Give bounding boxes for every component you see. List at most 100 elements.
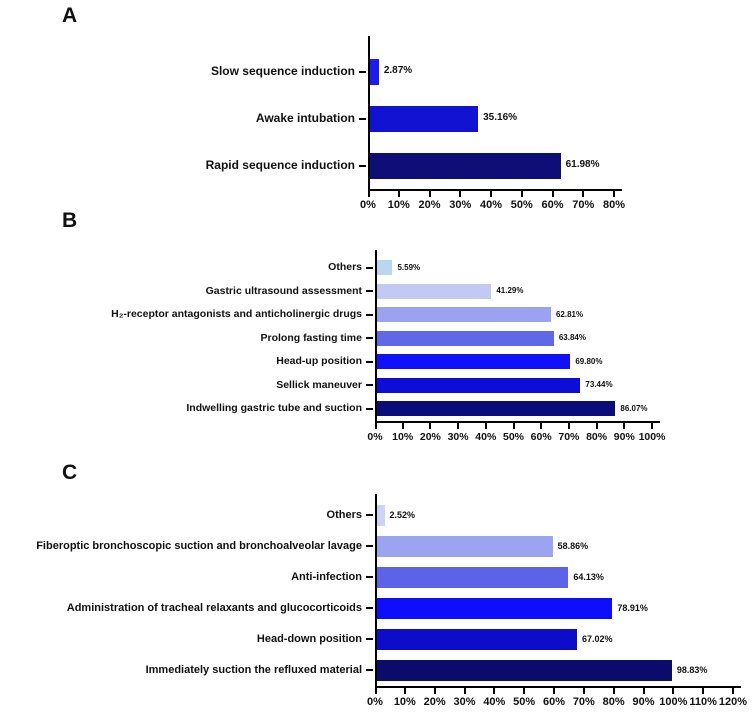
x-axis-tick — [512, 422, 515, 429]
plot-area: 67.02% — [375, 624, 735, 655]
y-axis-cap — [0, 494, 741, 500]
category-label: Head-down position — [0, 632, 375, 646]
plot-area: 5.59% — [375, 256, 654, 280]
bar — [370, 58, 379, 85]
panel-c-letter: C — [62, 461, 78, 484]
category-label: Administration of tracheal relaxants and… — [0, 602, 375, 615]
category-label-text: Awake intubation — [255, 111, 355, 126]
bar — [377, 660, 672, 681]
plot-area: 2.52% — [375, 500, 735, 531]
value-label: 78.91% — [617, 602, 648, 613]
x-tick-label: 110% — [689, 696, 717, 708]
category-label: Others — [0, 262, 375, 273]
bar-row: Immediately suction the refluxed materia… — [0, 655, 741, 686]
category-tick — [359, 117, 366, 120]
category-label: Head-up position — [0, 356, 375, 367]
x-tick-label: 40% — [483, 696, 506, 708]
category-label: H₂-receptor antagonists and anticholiner… — [0, 309, 375, 320]
value-label: 35.16% — [483, 112, 518, 124]
bar-row: Prolong fasting time 63.84% — [0, 326, 660, 350]
panel-a-chart: Slow sequence induction 2.87% Awake intuba… — [0, 36, 626, 216]
category-tick — [366, 337, 373, 340]
plot-area: 86.07% — [375, 397, 654, 421]
x-axis-tick — [582, 191, 585, 197]
value-label: 41.29% — [496, 286, 524, 296]
category-tick — [366, 576, 373, 579]
bar-row: Head-down position 67.02% — [0, 624, 741, 655]
x-tick-label: 30% — [453, 696, 476, 708]
x-axis-tick — [520, 191, 523, 197]
category-label-text: Head-down position — [256, 632, 362, 645]
x-tick-label: 0% — [367, 430, 383, 443]
plot-area: 73.44% — [375, 373, 654, 397]
category-label-text: Head-up position — [276, 355, 362, 368]
x-tick-label: 0% — [367, 696, 383, 708]
x-axis-tick — [375, 422, 377, 429]
category-label: Awake intubation — [0, 112, 368, 125]
x-tick-label: 30% — [449, 199, 472, 211]
value-label: 67.02% — [581, 633, 613, 644]
category-label-text: Slow sequence induction — [210, 64, 355, 79]
category-label: Others — [0, 508, 375, 522]
plot-area: 62.81% — [375, 303, 654, 327]
plot-area: 2.87% — [368, 48, 616, 95]
x-axis-tick — [490, 191, 492, 197]
category-label-text: H₂-receptor antagonists and anticholiner… — [111, 308, 362, 321]
y-axis — [368, 36, 616, 48]
value-label: 2.87% — [383, 65, 413, 77]
x-axis-tick — [375, 688, 377, 694]
x-axis-tick — [732, 688, 734, 694]
bar-row: Indwelling gastric tube and suction 86.07… — [0, 397, 660, 421]
panel-c-chart: Others 2.52% Fiberoptic bronchoscopic suct… — [0, 494, 747, 713]
x-tick-label: 10% — [387, 199, 410, 211]
x-tick-label: 90% — [632, 696, 655, 708]
bar — [377, 307, 551, 323]
category-tick — [366, 290, 373, 293]
x-axis-tick — [457, 422, 460, 429]
bar — [377, 401, 616, 417]
bar — [377, 567, 569, 588]
category-tick — [359, 164, 366, 167]
x-axis-tick — [429, 422, 432, 429]
bar-row: Sellick maneuver 73.44% — [0, 373, 660, 397]
bar — [377, 330, 554, 346]
x-tick-label: 20% — [419, 430, 441, 443]
x-tick-label: 120% — [718, 696, 748, 708]
category-label-text: Sellick maneuver — [276, 378, 362, 391]
category-label-text: Prolong fasting time — [260, 331, 362, 344]
value-label: 61.98% — [565, 159, 600, 171]
x-tick-label: 80% — [602, 199, 626, 211]
x-tick-label: 60% — [541, 199, 564, 211]
category-tick — [366, 266, 373, 269]
x-tick-label: 80% — [586, 430, 608, 443]
value-label: 5.59% — [397, 262, 421, 272]
plot-area: 64.13% — [375, 562, 735, 593]
x-tick-label: 80% — [602, 696, 625, 708]
x-axis-tick — [493, 688, 496, 694]
x-axis-tick — [612, 688, 615, 694]
value-label: 2.52% — [389, 509, 416, 520]
value-label: 86.07% — [620, 403, 648, 413]
x-axis-tick — [672, 688, 675, 694]
x-tick-label: 70% — [572, 199, 595, 211]
value-label: 69.80% — [575, 356, 603, 366]
category-tick — [366, 313, 373, 316]
x-tick-label: 10% — [392, 430, 414, 443]
x-axis-tick — [623, 422, 626, 429]
x-tick-label: 40% — [479, 199, 503, 211]
x-tick-label: 60% — [542, 696, 566, 708]
x-tick-label: 20% — [423, 696, 446, 708]
x-tick-label: 10% — [393, 696, 416, 708]
plot-area: 78.91% — [375, 593, 735, 624]
x-tick-label: 90% — [613, 430, 635, 443]
bar — [377, 629, 577, 650]
category-label: Indwelling gastric tube and suction — [0, 403, 375, 414]
x-axis-tick — [459, 191, 462, 197]
bar — [370, 152, 561, 179]
x-tick-label: 100% — [659, 696, 688, 708]
y-axis-cap — [0, 250, 660, 256]
bar-row: Gastric ultrasound assessment 41.29% — [0, 279, 660, 303]
x-tick-label: 20% — [418, 199, 441, 211]
category-label-text: Others — [326, 508, 362, 521]
